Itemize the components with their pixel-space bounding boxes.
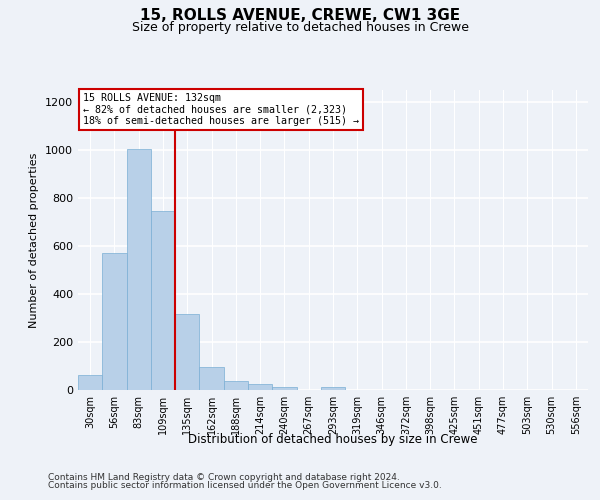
Bar: [151, 211, 175, 390]
Text: 15, ROLLS AVENUE, CREWE, CW1 3GE: 15, ROLLS AVENUE, CREWE, CW1 3GE: [140, 8, 460, 22]
Bar: [272, 386, 296, 390]
Bar: [248, 384, 272, 390]
Text: Contains HM Land Registry data © Crown copyright and database right 2024.: Contains HM Land Registry data © Crown c…: [48, 472, 400, 482]
Text: Contains public sector information licensed under the Open Government Licence v3: Contains public sector information licen…: [48, 481, 442, 490]
Bar: [102, 253, 127, 390]
Text: Distribution of detached houses by size in Crewe: Distribution of detached houses by size …: [188, 432, 478, 446]
Bar: [224, 381, 248, 390]
Bar: [199, 366, 224, 390]
Bar: [321, 386, 345, 390]
Bar: [175, 314, 199, 390]
Text: 15 ROLLS AVENUE: 132sqm
← 82% of detached houses are smaller (2,323)
18% of semi: 15 ROLLS AVENUE: 132sqm ← 82% of detache…: [83, 93, 359, 126]
Y-axis label: Number of detached properties: Number of detached properties: [29, 152, 40, 328]
Bar: [127, 149, 151, 390]
Text: Size of property relative to detached houses in Crewe: Size of property relative to detached ho…: [131, 21, 469, 34]
Bar: [78, 375, 102, 390]
